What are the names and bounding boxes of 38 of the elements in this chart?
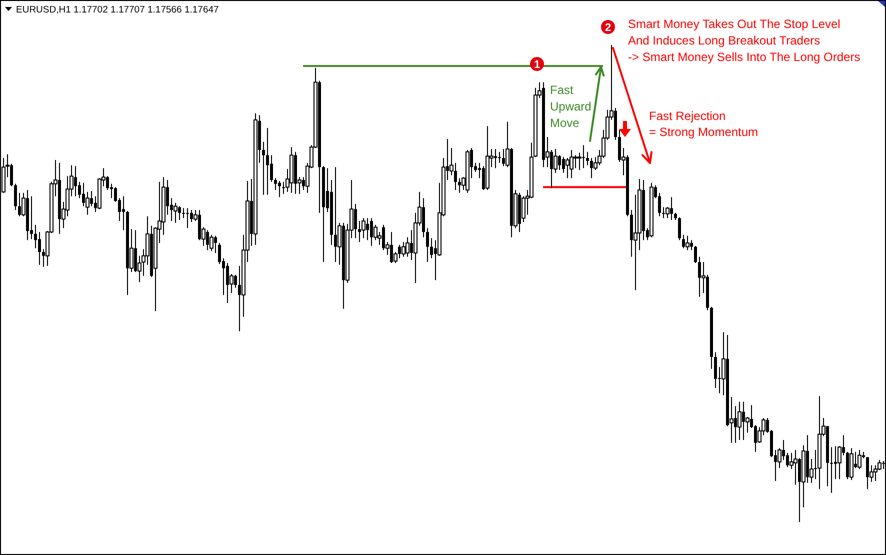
candlestick <box>678 216 681 241</box>
candlestick <box>274 178 277 191</box>
candlestick <box>362 218 366 239</box>
candlestick <box>566 158 570 179</box>
candlestick <box>850 448 854 481</box>
candlestick <box>270 154 273 182</box>
chart-title: EURUSD,H1 1.17702 1.17707 1.17566 1.17647 <box>16 4 219 16</box>
annotation: 1 <box>534 59 540 71</box>
annotation: Smart Money Takes Out The Stop Level And Induces Long Breakout Traders -> Smart Money Sells Into The Long Orders <box>628 17 860 64</box>
candlestick <box>738 401 742 440</box>
candlestick <box>426 228 429 263</box>
candlestick <box>122 196 125 231</box>
candlestick <box>210 234 214 252</box>
candlestick <box>430 238 433 259</box>
candlestick <box>694 245 697 264</box>
candlestick <box>34 224 37 249</box>
candlestick <box>266 128 269 196</box>
candlestick <box>278 180 281 198</box>
annotation: Fast Rejection = Strong Momentum <box>649 109 758 139</box>
candlestick <box>498 151 501 164</box>
candlestick <box>38 231 41 266</box>
candlestick <box>574 154 578 169</box>
candlestick <box>218 242 221 264</box>
candlestick <box>586 151 589 166</box>
candlestick <box>570 149 574 179</box>
candlestick <box>686 235 690 251</box>
candlestick <box>14 183 17 211</box>
candlestick <box>182 208 185 219</box>
candlestick <box>858 449 862 470</box>
text: 2 <box>604 22 612 34</box>
candlestick <box>30 196 33 240</box>
candlestick <box>78 181 81 199</box>
candlestick <box>262 141 265 196</box>
candlestick <box>174 202 178 224</box>
annotation: Fast Upward Move <box>550 83 592 130</box>
candlestick <box>714 352 717 388</box>
candlestick <box>186 208 189 229</box>
candlestick <box>830 446 833 494</box>
